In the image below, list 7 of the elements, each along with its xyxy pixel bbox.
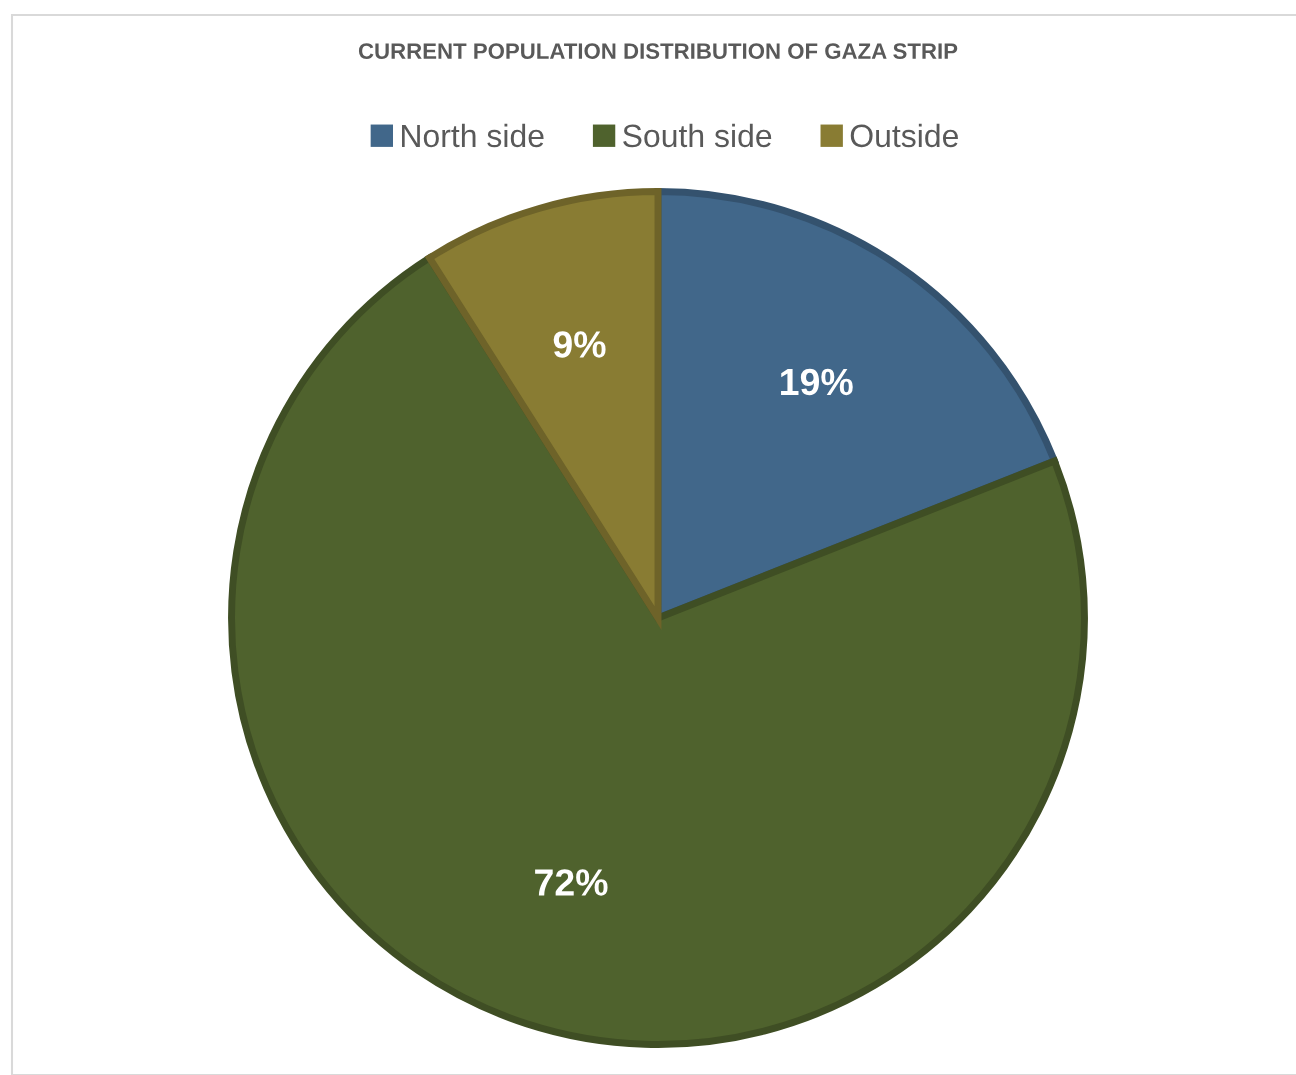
data-label: 19% [781,368,853,396]
legend-label: Outside [850,123,958,148]
legend-label: North side [402,123,544,148]
chart-title: CURRENT POPULATION DISTRIBUTION OF GAZA STRIP [358,43,958,59]
data-label: 9% [553,331,606,358]
data-label: 72% [535,869,608,896]
legend-label: South side [623,123,772,148]
